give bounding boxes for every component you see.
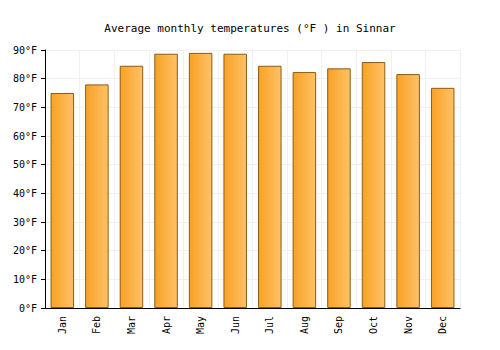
svg-text:May: May — [195, 316, 206, 334]
svg-text:10°F: 10°F — [13, 274, 37, 285]
svg-text:Dec: Dec — [437, 316, 448, 334]
svg-text:Nov: Nov — [403, 316, 414, 334]
svg-text:Sep: Sep — [333, 316, 344, 334]
svg-text:Apr: Apr — [161, 316, 172, 334]
svg-text:Aug: Aug — [299, 316, 310, 334]
svg-text:Jun: Jun — [230, 316, 241, 334]
svg-text:60°F: 60°F — [13, 131, 37, 142]
svg-text:0°F: 0°F — [19, 303, 37, 314]
svg-text:20°F: 20°F — [13, 245, 37, 256]
svg-text:Oct: Oct — [368, 316, 379, 334]
svg-text:Feb: Feb — [91, 316, 102, 334]
svg-text:Average monthly temperatures (: Average monthly temperatures (°F ) in Si… — [104, 22, 396, 35]
svg-text:70°F: 70°F — [13, 102, 37, 113]
svg-text:Jan: Jan — [57, 316, 68, 334]
svg-text:30°F: 30°F — [13, 217, 37, 228]
svg-text:50°F: 50°F — [13, 159, 37, 170]
svg-text:40°F: 40°F — [13, 188, 37, 199]
svg-text:Jul: Jul — [264, 316, 275, 334]
svg-text:90°F: 90°F — [13, 45, 37, 56]
svg-text:80°F: 80°F — [13, 73, 37, 84]
svg-text:Mar: Mar — [126, 316, 137, 334]
